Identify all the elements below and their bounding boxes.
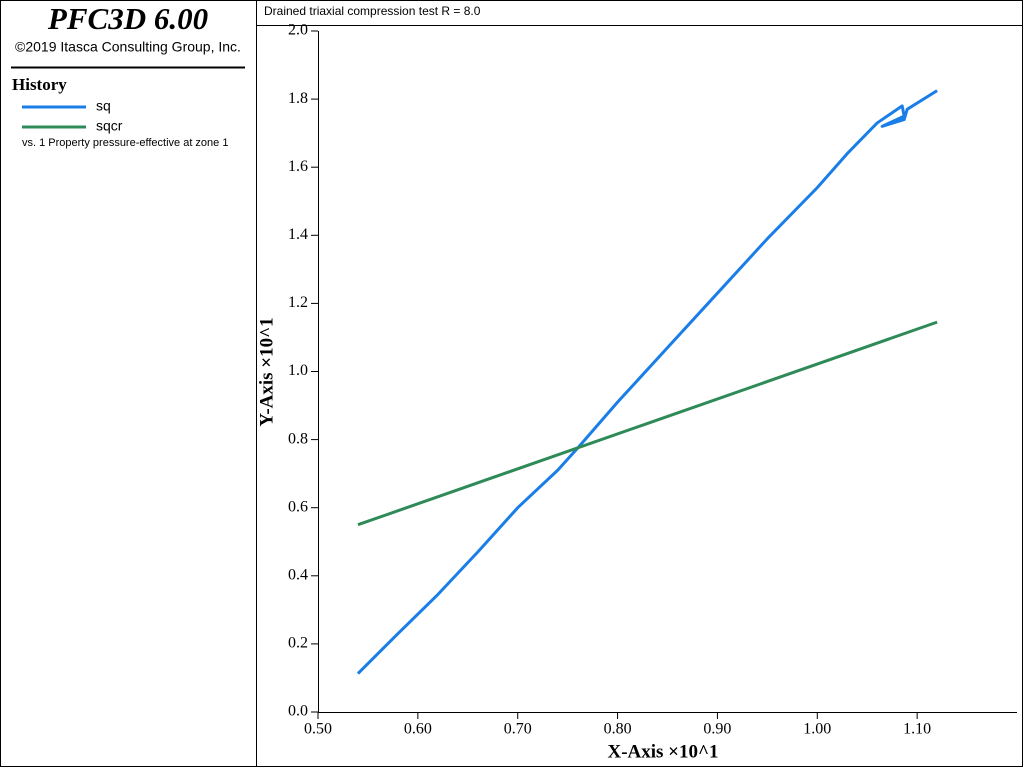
y-tick-label: 1.0 xyxy=(288,362,308,379)
x-tick-label: 0.50 xyxy=(304,721,332,738)
y-tick-label: 0.6 xyxy=(288,498,308,515)
x-tick-label: 1.10 xyxy=(903,721,931,738)
x-tick-label: 0.70 xyxy=(504,721,532,738)
series-line xyxy=(357,320,938,527)
x-tick-label: 1.00 xyxy=(803,721,831,738)
x-axis-label: X-Axis ×10^1 xyxy=(607,741,718,762)
app-title: PFC3D 6.00 xyxy=(47,1,208,36)
series-line xyxy=(356,89,938,675)
y-tick-label: 0.0 xyxy=(288,703,308,720)
y-tick-label: 1.2 xyxy=(288,294,308,311)
y-axis-label: Y-Axis ×10^1 xyxy=(256,317,277,426)
legend-title: History xyxy=(12,75,67,94)
legend-label: sqcr xyxy=(96,118,123,134)
legend-note: vs. 1 Property pressure-effective at zon… xyxy=(22,137,228,149)
legend-label: sq xyxy=(96,98,111,114)
y-tick-label: 1.8 xyxy=(288,90,308,107)
y-tick-label: 0.8 xyxy=(288,430,308,447)
chart-title: Drained triaxial compression test R = 8.… xyxy=(264,4,481,18)
x-tick-label: 0.60 xyxy=(404,721,432,738)
x-tick-label: 0.80 xyxy=(604,721,632,738)
x-tick-label: 0.90 xyxy=(703,721,731,738)
y-tick-label: 0.2 xyxy=(288,635,308,652)
y-tick-label: 1.4 xyxy=(288,226,308,243)
y-tick-label: 2.0 xyxy=(288,22,308,39)
copyright: ©2019 Itasca Consulting Group, Inc. xyxy=(15,39,241,55)
y-tick-label: 1.6 xyxy=(288,158,308,175)
y-tick-label: 0.4 xyxy=(288,566,308,583)
